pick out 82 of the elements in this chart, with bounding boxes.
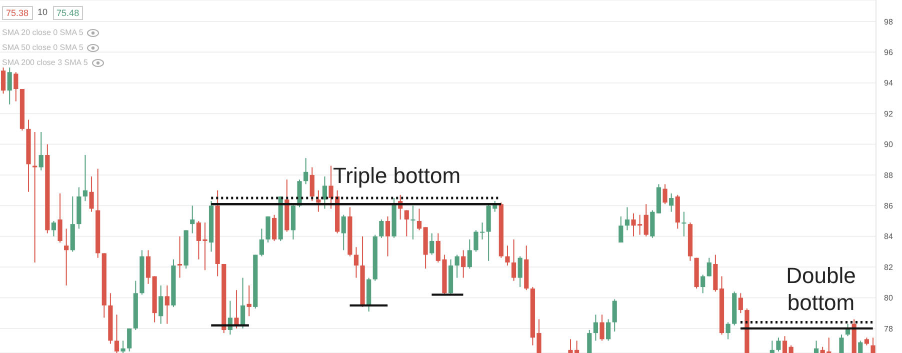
candlestick bbox=[839, 334, 844, 353]
candlestick bbox=[164, 284, 170, 324]
annotation: 10 bbox=[38, 6, 48, 19]
candlestick bbox=[7, 67, 12, 105]
candlestick bbox=[682, 211, 686, 237]
candlestick bbox=[1, 67, 6, 94]
y-tick-label: 84 bbox=[884, 232, 894, 242]
candlestick bbox=[32, 131, 38, 263]
candlestick bbox=[158, 284, 164, 324]
y-tick-label: 82 bbox=[884, 262, 894, 272]
candlestick bbox=[82, 154, 88, 202]
candlestick bbox=[272, 214, 277, 242]
y-tick-label: 78 bbox=[884, 324, 894, 334]
candlestick bbox=[114, 314, 120, 353]
candlestick bbox=[316, 190, 321, 212]
candlestick bbox=[662, 184, 668, 205]
y-tick-label: 98 bbox=[884, 17, 894, 26]
candlestick bbox=[64, 228, 69, 286]
candlestick bbox=[120, 340, 126, 353]
candlestick bbox=[738, 292, 743, 314]
y-tick-label: 96 bbox=[884, 48, 894, 58]
candlestick bbox=[600, 314, 604, 342]
candlestick bbox=[177, 236, 182, 278]
candlestick bbox=[354, 246, 359, 278]
candlestick bbox=[782, 336, 788, 353]
candlestick bbox=[858, 340, 863, 353]
candlestick bbox=[341, 214, 346, 251]
annotation: Double bottom bbox=[785, 262, 857, 316]
candlestick bbox=[593, 314, 598, 342]
candlestick bbox=[624, 206, 630, 231]
annotation: SMA 20 close 0 SMA 5 bbox=[2, 28, 84, 37]
annotation: Triple bottom bbox=[333, 163, 461, 189]
candlestick bbox=[146, 250, 151, 284]
candlestick bbox=[404, 210, 409, 237]
candlestick bbox=[700, 274, 706, 294]
candlestick bbox=[454, 254, 460, 278]
y-tick-label: 86 bbox=[884, 202, 894, 210]
candlestick bbox=[322, 176, 328, 210]
y-tick-label: 90 bbox=[884, 140, 894, 150]
candlestick bbox=[234, 290, 239, 329]
candlestick bbox=[379, 218, 384, 238]
candlestick bbox=[304, 158, 308, 185]
annotation: 75.38 bbox=[2, 6, 33, 20]
candlestick bbox=[814, 340, 819, 353]
y-tick-label: 92 bbox=[884, 109, 894, 118]
candlestick bbox=[726, 322, 730, 340]
candlestick bbox=[385, 216, 390, 257]
candlestick bbox=[410, 205, 416, 240]
annotation: 75.48 bbox=[52, 6, 84, 20]
candlestick bbox=[669, 192, 674, 212]
candlestick bbox=[14, 72, 18, 102]
candlestick bbox=[776, 337, 781, 352]
candlestick bbox=[770, 340, 774, 353]
candlestick bbox=[706, 257, 712, 277]
candlestick bbox=[461, 250, 466, 278]
y-tick-label: 80 bbox=[884, 294, 894, 303]
candlestick bbox=[259, 228, 264, 257]
candlestick bbox=[430, 232, 434, 256]
candlestick bbox=[127, 328, 132, 352]
candlestick bbox=[511, 238, 516, 282]
candlestick bbox=[240, 277, 246, 329]
candlestick bbox=[38, 131, 44, 171]
candlestick bbox=[644, 204, 648, 237]
candlestick bbox=[505, 245, 510, 266]
candlestick bbox=[467, 238, 472, 270]
candlestick bbox=[58, 192, 62, 243]
annotation: SMA 50 close 0 SMA 5 bbox=[2, 43, 84, 52]
candlestick bbox=[266, 216, 270, 243]
y-tick-label: 88 bbox=[884, 170, 894, 180]
candlestick bbox=[190, 205, 195, 234]
candlestick bbox=[587, 329, 592, 353]
candlestick bbox=[518, 256, 522, 288]
y-tick-label: 94 bbox=[884, 78, 894, 88]
candlestick bbox=[618, 216, 624, 243]
candlestick bbox=[89, 176, 94, 212]
candlestick bbox=[51, 220, 56, 237]
candlestick bbox=[870, 337, 876, 353]
candlestick bbox=[310, 166, 314, 202]
candlestick bbox=[606, 318, 611, 342]
candlestick bbox=[612, 298, 617, 332]
candlestick bbox=[246, 284, 252, 317]
annotation: SMA 200 close 3 SMA 5 bbox=[2, 58, 88, 67]
